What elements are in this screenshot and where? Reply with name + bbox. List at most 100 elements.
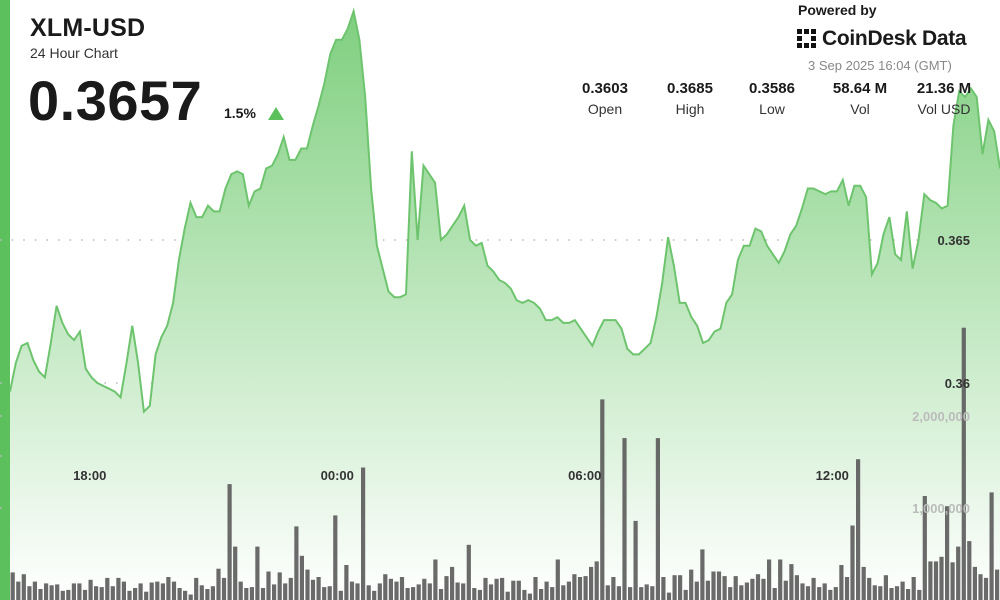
volume-bar [221,577,227,600]
volume-bar [255,546,260,600]
volume-bar [166,577,171,600]
volume-bar [66,589,71,600]
volume-bar [767,559,772,600]
volume-bar [399,577,405,600]
volume-bar [967,541,972,600]
stat-high: 0.3685 High [650,80,730,117]
volume-bar [60,590,65,600]
time-tick-label: 18:00 [73,468,106,483]
timestamp: 3 Sep 2025 16:04 (GMT) [808,58,952,73]
volume-bar [422,578,427,600]
volume-bar [850,525,855,600]
stat-value: 21.36 M [916,80,972,97]
volume-bar [16,581,21,600]
volume-bar [461,583,466,600]
stat-label: High [675,101,705,117]
time-tick-label: 12:00 [816,468,849,483]
volume-bar [138,583,143,600]
volume-bar [355,583,360,600]
volume-bar [188,594,193,600]
volume-bar [805,586,811,600]
volume-bar [950,562,955,600]
coindesk-logo-icon [797,29,817,49]
volume-bar [672,575,677,600]
volume-bar [88,579,93,600]
volume-bar [906,589,911,600]
stat-open: 0.3603 Open [565,80,645,117]
volume-bar [433,559,438,600]
volume-bar [155,581,160,600]
volume-bar [77,583,82,600]
volume-bar [772,588,777,600]
volume-bar [733,576,738,600]
price-line [9,7,1000,414]
volume-bar [277,572,282,600]
volume-bar [127,590,132,600]
volume-bar [933,561,939,600]
volume-bar [227,484,232,600]
volume-bar [728,587,733,600]
volume-bar [561,585,566,600]
volume-bar [388,578,393,600]
volume-bar [878,586,883,600]
volume-bar [405,588,410,600]
volume-bar [722,576,727,600]
volume-bar [427,583,432,600]
volume-bar [900,581,905,600]
volume-bar [983,577,989,600]
volume-bar [783,580,788,600]
volume-bar [705,580,710,600]
coindesk-logo[interactable]: CoinDesk Data [797,26,967,52]
volume-bar [856,459,861,600]
volume-bar [483,577,488,600]
stat-value: 0.3603 [582,80,628,97]
volume-bar [883,575,888,600]
volume-bar [828,589,833,600]
volume-bar [683,589,688,600]
volume-bar [144,591,149,600]
volume-bar [361,467,366,600]
volume-bar [744,582,749,600]
volume-bar [716,571,722,600]
volume-bar [266,571,271,600]
volume-bar [366,585,371,600]
volume-bar [739,585,744,600]
volume-bar [260,588,266,600]
volume-bar [972,566,977,600]
volume-bar [522,589,527,600]
volume-bar [294,526,299,600]
volume-bar [928,561,933,600]
volume-bar [199,585,204,600]
time-tick-label: 06:00 [568,468,601,483]
stat-value: 0.3685 [667,80,713,97]
volume-bar [639,587,644,600]
time-tick-label: 00:00 [321,468,354,483]
volume-bar [438,589,444,600]
volume-bar [600,399,605,600]
volume-bar [577,577,583,600]
volume-bar [995,569,1000,600]
volume-bars [10,327,1000,600]
volume-bar [800,583,805,600]
volume-bar [99,587,104,600]
volume-bar [283,583,288,600]
volume-bar [494,578,499,600]
volume-bar [205,589,210,600]
stat-label: Open [587,101,623,117]
volume-bar [55,584,60,600]
volume-bar [305,569,310,600]
volume-bar [956,546,961,600]
volume-bar [961,327,966,600]
volume-bar [922,496,927,600]
volume-bar [867,577,872,600]
stat-low: 0.3586 Low [732,80,812,117]
volume-bar [572,574,577,600]
volume-bar [539,589,544,600]
volume-bar [338,590,343,600]
volume-bar [605,585,610,600]
price-tick-label: 0.365 [937,233,970,248]
volume-bar [544,581,549,600]
volume-bar [939,556,944,600]
volume-bar [550,587,555,600]
